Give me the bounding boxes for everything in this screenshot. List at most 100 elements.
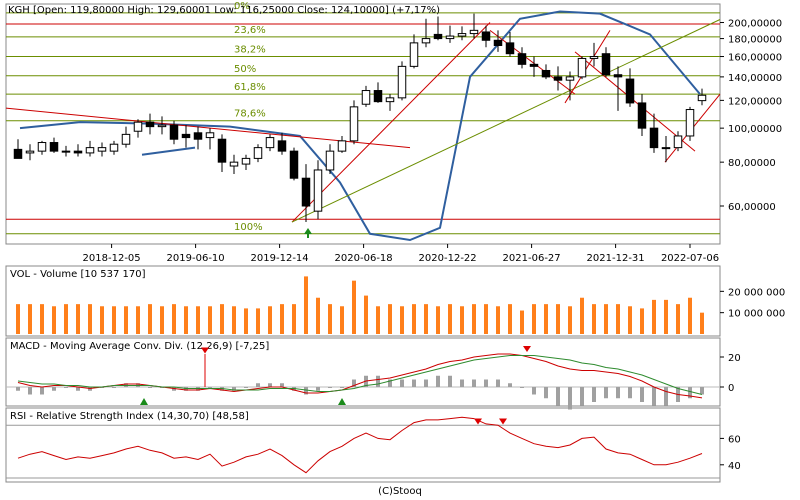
macd-histogram-bar — [328, 387, 332, 388]
macd-histogram-bar — [208, 387, 212, 388]
candle — [529, 63, 539, 67]
candle — [385, 97, 395, 103]
volume-bar — [616, 304, 620, 334]
volume-bar — [592, 304, 596, 334]
volume-bar — [100, 306, 104, 334]
candle — [685, 109, 695, 137]
candle — [133, 121, 143, 132]
date-tick-label: 2020-12-22 — [419, 253, 477, 264]
volume-tick-label: 20 000 000 — [728, 287, 785, 298]
candle — [649, 127, 659, 149]
volume-bar — [28, 304, 32, 334]
volume-bar — [88, 304, 92, 334]
volume-bar — [220, 304, 224, 334]
candle — [241, 157, 251, 165]
volume-bar — [184, 306, 188, 334]
chart-header: KGH [Open: 119,80000 High: 129,60001 Low… — [8, 5, 441, 16]
sell-arrow-icon — [201, 347, 209, 354]
volume-bar — [400, 306, 404, 334]
volume-bar — [604, 304, 608, 334]
macd-histogram-bar — [496, 379, 500, 387]
macd-histogram-bar — [664, 387, 668, 406]
macd-histogram-bar — [616, 387, 620, 399]
macd-histogram-bar — [52, 387, 56, 391]
volume-bar — [652, 299, 656, 334]
chart-footer: (C)Stooq — [378, 486, 422, 497]
price-tick-label: 80,00000 — [728, 158, 776, 169]
rsi-title: RSI - Relative Strength Index (14,30,70)… — [10, 411, 249, 422]
volume-bar — [316, 297, 320, 334]
candle — [193, 132, 203, 140]
macd-histogram-bar — [280, 383, 284, 387]
price-tick-label: 60,00000 — [728, 202, 776, 213]
candle — [217, 138, 227, 163]
volume-bar — [688, 297, 692, 334]
volume-bar — [292, 304, 296, 334]
macd-histogram-bar — [568, 387, 572, 410]
buy-arrow-icon — [338, 398, 346, 405]
candle — [277, 140, 287, 152]
candle — [553, 76, 563, 81]
macd-histogram-bar — [556, 387, 560, 406]
candle — [481, 31, 491, 41]
rsi-tick-label: 40 — [728, 461, 741, 472]
fib-label: 23,6% — [234, 25, 266, 36]
price-tick-label: 200,00000 — [728, 19, 782, 30]
trendline — [291, 19, 721, 223]
date-tick-label: 2021-06-27 — [503, 253, 561, 264]
macd-histogram-bar — [268, 383, 272, 387]
candle — [409, 42, 419, 67]
macd-histogram-bar — [412, 379, 416, 387]
volume-bar — [664, 299, 668, 334]
candle — [61, 150, 71, 153]
macd-tick-label: 20 — [728, 353, 741, 364]
macd-histogram-bar — [244, 387, 248, 388]
date-tick-label: 2021-12-31 — [587, 253, 645, 264]
candle — [229, 161, 239, 167]
macd-histogram-bar — [436, 375, 440, 387]
macd-histogram-bar — [544, 387, 548, 399]
sell-arrow-icon — [523, 346, 531, 352]
fib-label: 50% — [234, 64, 256, 75]
volume-bar — [568, 306, 572, 334]
candle — [109, 143, 119, 152]
candle — [577, 57, 587, 78]
volume-bar — [52, 306, 56, 334]
volume-bar — [460, 306, 464, 334]
volume-bar — [436, 306, 440, 334]
macd-histogram-bar — [508, 383, 512, 387]
candle — [313, 169, 323, 212]
volume-bar — [388, 304, 392, 334]
volume-bar — [148, 304, 152, 334]
volume-bar — [232, 306, 236, 334]
candle — [49, 142, 59, 152]
candle — [337, 140, 347, 152]
macd-histogram-bar — [352, 379, 356, 387]
volume-bar — [556, 304, 560, 334]
macd-histogram-bar — [256, 383, 260, 387]
volume-bar — [340, 306, 344, 334]
macd-histogram-bar — [640, 387, 644, 402]
fib-label: 38,2% — [234, 45, 266, 56]
volume-bar — [676, 304, 680, 334]
candle — [457, 33, 467, 37]
candle — [145, 121, 155, 128]
volume-bar — [304, 276, 308, 334]
price-tick-label: 100,00000 — [728, 124, 782, 135]
candle — [673, 135, 683, 149]
macd-histogram-bar — [148, 387, 152, 388]
volume-bar — [196, 306, 200, 334]
volume-bar — [424, 304, 428, 334]
candle — [157, 124, 167, 128]
volume-bar — [472, 304, 476, 334]
volume-tick-label: 10 000 000 — [728, 309, 785, 320]
volume-bar — [640, 308, 644, 334]
volume-bar — [352, 280, 356, 334]
volume-title: VOL - Volume [10 537 170] — [10, 269, 146, 280]
price-tick-label: 120,00000 — [728, 96, 782, 107]
candle — [301, 177, 311, 207]
volume-bar — [112, 306, 116, 334]
candle — [505, 42, 515, 55]
macd-title: MACD - Moving Average Conv. Div. (12,26,… — [10, 341, 269, 352]
volume-bar — [580, 297, 584, 334]
